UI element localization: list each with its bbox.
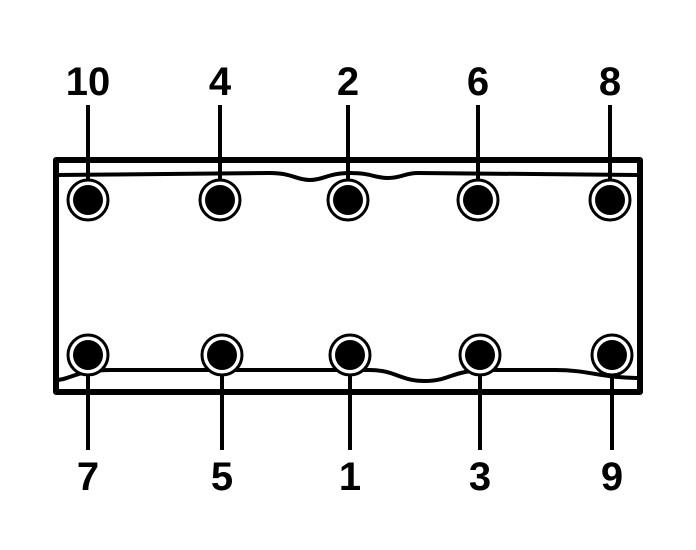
bolt-3-dot bbox=[465, 340, 495, 370]
bolt-7: 7 bbox=[68, 335, 108, 499]
bolt-8-label: 8 bbox=[599, 60, 621, 104]
bolt-9: 9 bbox=[592, 335, 632, 499]
bolt-10: 10 bbox=[66, 60, 111, 220]
bolt-1: 1 bbox=[330, 335, 370, 499]
bolt-2-label: 2 bbox=[337, 60, 359, 104]
bolt-5: 5 bbox=[202, 335, 242, 499]
bolt-2: 2 bbox=[328, 60, 368, 220]
bolt-7-label: 7 bbox=[77, 455, 99, 499]
bolt-10-label: 10 bbox=[66, 60, 111, 104]
bolt-8-dot bbox=[595, 185, 625, 215]
bolt-4-dot bbox=[205, 185, 235, 215]
bolt-9-label: 9 bbox=[601, 455, 623, 499]
bolt-6-dot bbox=[463, 185, 493, 215]
bolt-7-dot bbox=[73, 340, 103, 370]
bolt-2-dot bbox=[333, 185, 363, 215]
bolt-9-dot bbox=[597, 340, 627, 370]
bolt-4-label: 4 bbox=[209, 60, 232, 104]
bolt-4: 4 bbox=[200, 60, 240, 220]
bolt-1-dot bbox=[335, 340, 365, 370]
bolt-6: 6 bbox=[458, 60, 498, 220]
bolt-3-label: 3 bbox=[469, 455, 491, 499]
bolt-10-dot bbox=[73, 185, 103, 215]
torque-sequence-diagram: 10 4 2 6 8 7 5 1 3 9 bbox=[0, 0, 696, 550]
bolt-1-label: 1 bbox=[339, 455, 361, 499]
bolt-8: 8 bbox=[590, 60, 630, 220]
bolt-3: 3 bbox=[460, 335, 500, 499]
bolt-5-label: 5 bbox=[211, 455, 233, 499]
bolt-5-dot bbox=[207, 340, 237, 370]
bolt-6-label: 6 bbox=[467, 60, 489, 104]
